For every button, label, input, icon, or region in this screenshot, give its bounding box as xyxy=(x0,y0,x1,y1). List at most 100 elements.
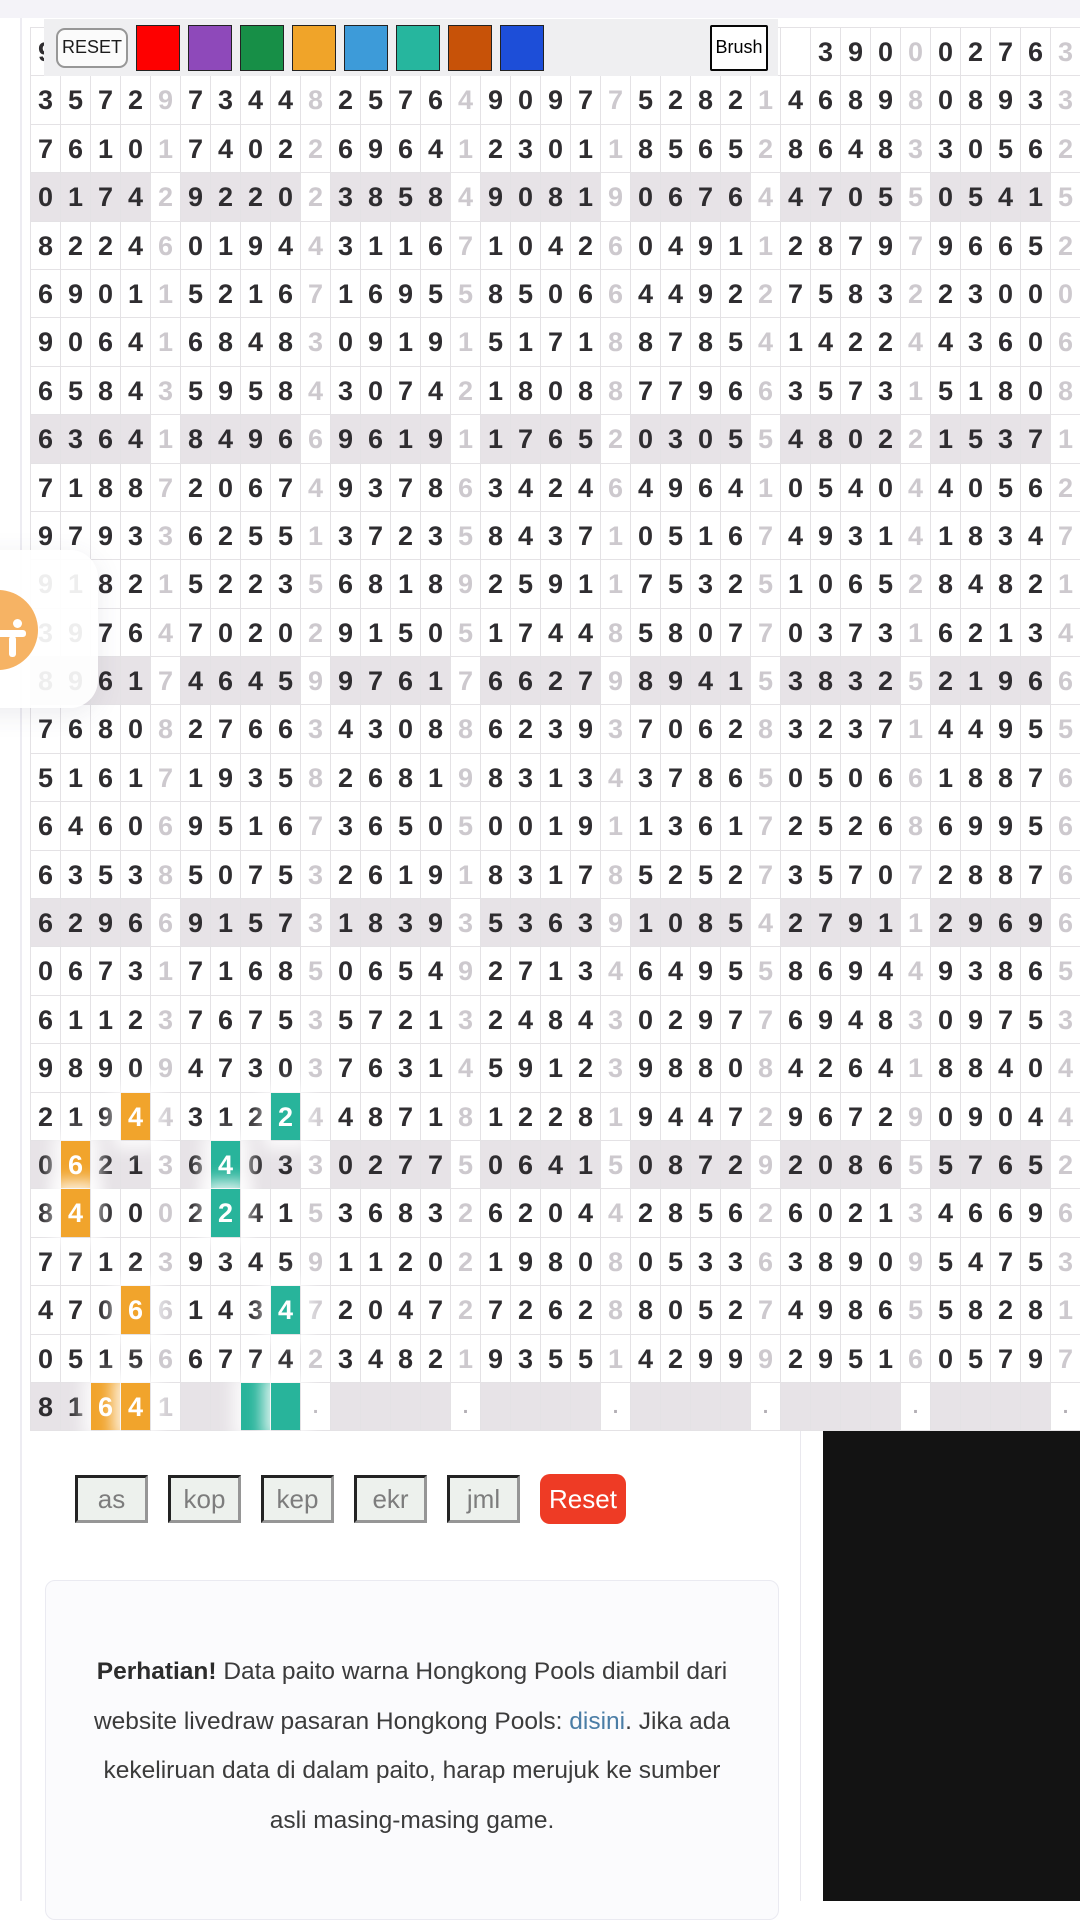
grid-cell[interactable]: 0 xyxy=(331,318,361,367)
grid-cell[interactable]: 4 xyxy=(931,1189,961,1238)
grid-cell[interactable]: 8 xyxy=(601,1237,631,1287)
grid-cell[interactable]: 3 xyxy=(541,705,571,754)
grid-cell[interactable]: 8 xyxy=(811,221,841,270)
grid-cell[interactable]: 0 xyxy=(511,76,541,125)
grid-cell[interactable]: 3 xyxy=(871,269,901,319)
grid-cell[interactable]: 3 xyxy=(631,753,661,803)
grid-cell[interactable]: 4 xyxy=(241,1189,271,1238)
grid-cell[interactable]: 5 xyxy=(571,415,601,464)
grid-cell[interactable]: 8 xyxy=(961,1044,991,1093)
grid-cell[interactable]: 0 xyxy=(661,1286,691,1335)
grid-cell[interactable]: 3 xyxy=(781,1237,811,1287)
grid-cell[interactable]: 5 xyxy=(721,899,751,948)
grid-cell[interactable]: 9 xyxy=(841,947,871,996)
grid-cell[interactable]: 2 xyxy=(91,221,121,270)
grid-cell[interactable]: 8 xyxy=(841,1140,871,1190)
grid-cell[interactable]: 2 xyxy=(481,947,511,996)
grid-cell[interactable] xyxy=(961,1382,991,1432)
grid-cell[interactable]: 1 xyxy=(61,995,91,1045)
grid-cell[interactable]: 8 xyxy=(541,1237,571,1287)
grid-cell[interactable]: 6 xyxy=(841,560,871,609)
grid-cell[interactable]: 9 xyxy=(751,1140,781,1190)
grid-cell[interactable]: 3 xyxy=(511,753,541,803)
grid-cell[interactable]: 0 xyxy=(121,802,151,851)
grid-cell[interactable]: 6 xyxy=(511,1140,541,1190)
grid-cell[interactable]: 0 xyxy=(931,76,961,125)
grid-cell[interactable]: 1 xyxy=(91,995,121,1045)
grid-cell[interactable]: 6 xyxy=(481,657,511,706)
grid-cell[interactable]: 9 xyxy=(811,1334,841,1383)
grid-cell[interactable] xyxy=(571,1382,601,1432)
grid-cell[interactable]: 5 xyxy=(661,1237,691,1287)
grid-cell[interactable]: 6 xyxy=(1021,947,1051,996)
grid-cell[interactable] xyxy=(631,1382,661,1432)
grid-cell[interactable]: 5 xyxy=(391,608,421,658)
grid-cell[interactable]: 1 xyxy=(451,1334,481,1383)
grid-cell[interactable]: 6 xyxy=(481,1189,511,1238)
grid-cell[interactable]: 5 xyxy=(31,753,61,803)
grid-cell[interactable]: 8 xyxy=(391,1189,421,1238)
grid-cell[interactable]: 2 xyxy=(721,560,751,609)
grid-cell[interactable] xyxy=(781,1382,811,1432)
grid-cell[interactable]: 5 xyxy=(481,899,511,948)
grid-cell[interactable]: 3 xyxy=(211,76,241,125)
grid-cell[interactable]: 3 xyxy=(781,705,811,754)
grid-cell[interactable]: 9 xyxy=(451,753,481,803)
grid-cell[interactable]: 3 xyxy=(1051,995,1080,1045)
grid-cell[interactable]: 9 xyxy=(601,657,631,706)
grid-cell[interactable]: 0 xyxy=(631,1237,661,1287)
grid-cell[interactable]: 9 xyxy=(91,899,121,948)
grid-cell[interactable]: 4 xyxy=(901,947,931,996)
grid-cell[interactable]: 8 xyxy=(151,850,181,900)
grid-cell[interactable]: 1 xyxy=(301,511,331,561)
grid-cell[interactable]: 1 xyxy=(361,608,391,658)
grid-cell[interactable]: 3 xyxy=(601,1044,631,1093)
grid-cell[interactable]: 3 xyxy=(571,753,601,803)
grid-cell[interactable]: 1 xyxy=(151,124,181,174)
grid-cell[interactable]: 1 xyxy=(601,1334,631,1383)
grid-cell[interactable]: 9 xyxy=(961,899,991,948)
grid-cell[interactable]: 6 xyxy=(511,657,541,706)
grid-cell[interactable]: 0 xyxy=(31,173,61,222)
grid-cell[interactable]: 9 xyxy=(661,657,691,706)
grid-cell[interactable]: 4 xyxy=(301,221,331,270)
grid-cell[interactable]: 6 xyxy=(1051,850,1080,900)
grid-cell[interactable]: 5 xyxy=(271,753,301,803)
grid-cell[interactable]: 8 xyxy=(601,608,631,658)
grid-cell[interactable]: 8 xyxy=(91,366,121,416)
grid-cell[interactable]: 9 xyxy=(991,657,1021,706)
grid-cell[interactable]: 6 xyxy=(1021,463,1051,512)
grid-cell[interactable]: 0 xyxy=(661,705,691,754)
grid-cell[interactable]: 1 xyxy=(601,1092,631,1141)
grid-cell[interactable]: 1 xyxy=(241,269,271,319)
grid-cell[interactable]: 0 xyxy=(631,221,661,270)
grid-cell[interactable]: 7 xyxy=(361,657,391,706)
grid-cell[interactable]: 1 xyxy=(571,124,601,174)
grid-cell[interactable]: 6 xyxy=(241,947,271,996)
grid-cell[interactable]: 3 xyxy=(211,1237,241,1287)
grid-cell[interactable]: 9 xyxy=(331,463,361,512)
grid-cell[interactable]: 6 xyxy=(541,1286,571,1335)
grid-cell[interactable]: 6 xyxy=(91,415,121,464)
grid-cell[interactable]: 2 xyxy=(841,318,871,367)
grid-cell[interactable]: 0 xyxy=(91,269,121,319)
grid-cell[interactable]: 6 xyxy=(1051,802,1080,851)
grid-cell[interactable]: 4 xyxy=(301,463,331,512)
grid-cell[interactable]: 0 xyxy=(1051,269,1080,319)
grid-cell[interactable]: 0 xyxy=(481,1140,511,1190)
grid-cell[interactable]: 2 xyxy=(1051,463,1080,512)
grid-cell[interactable]: 6 xyxy=(91,318,121,367)
grid-cell[interactable]: 6 xyxy=(1051,753,1080,803)
grid-cell[interactable]: 5 xyxy=(301,947,331,996)
grid-cell[interactable]: 3 xyxy=(991,511,1021,561)
grid-cell[interactable]: 9 xyxy=(991,802,1021,851)
grid-cell[interactable]: 1 xyxy=(421,1092,451,1141)
grid-cell[interactable]: 8 xyxy=(31,1382,61,1432)
grid-cell[interactable]: 0 xyxy=(1021,1044,1051,1093)
grid-cell[interactable]: 5 xyxy=(841,1334,871,1383)
grid-cell[interactable]: 8 xyxy=(631,1286,661,1335)
grid-cell[interactable]: 2 xyxy=(931,850,961,900)
grid-cell[interactable]: 1 xyxy=(571,173,601,222)
grid-cell[interactable]: 7 xyxy=(1021,850,1051,900)
grid-cell[interactable]: 3 xyxy=(931,124,961,174)
